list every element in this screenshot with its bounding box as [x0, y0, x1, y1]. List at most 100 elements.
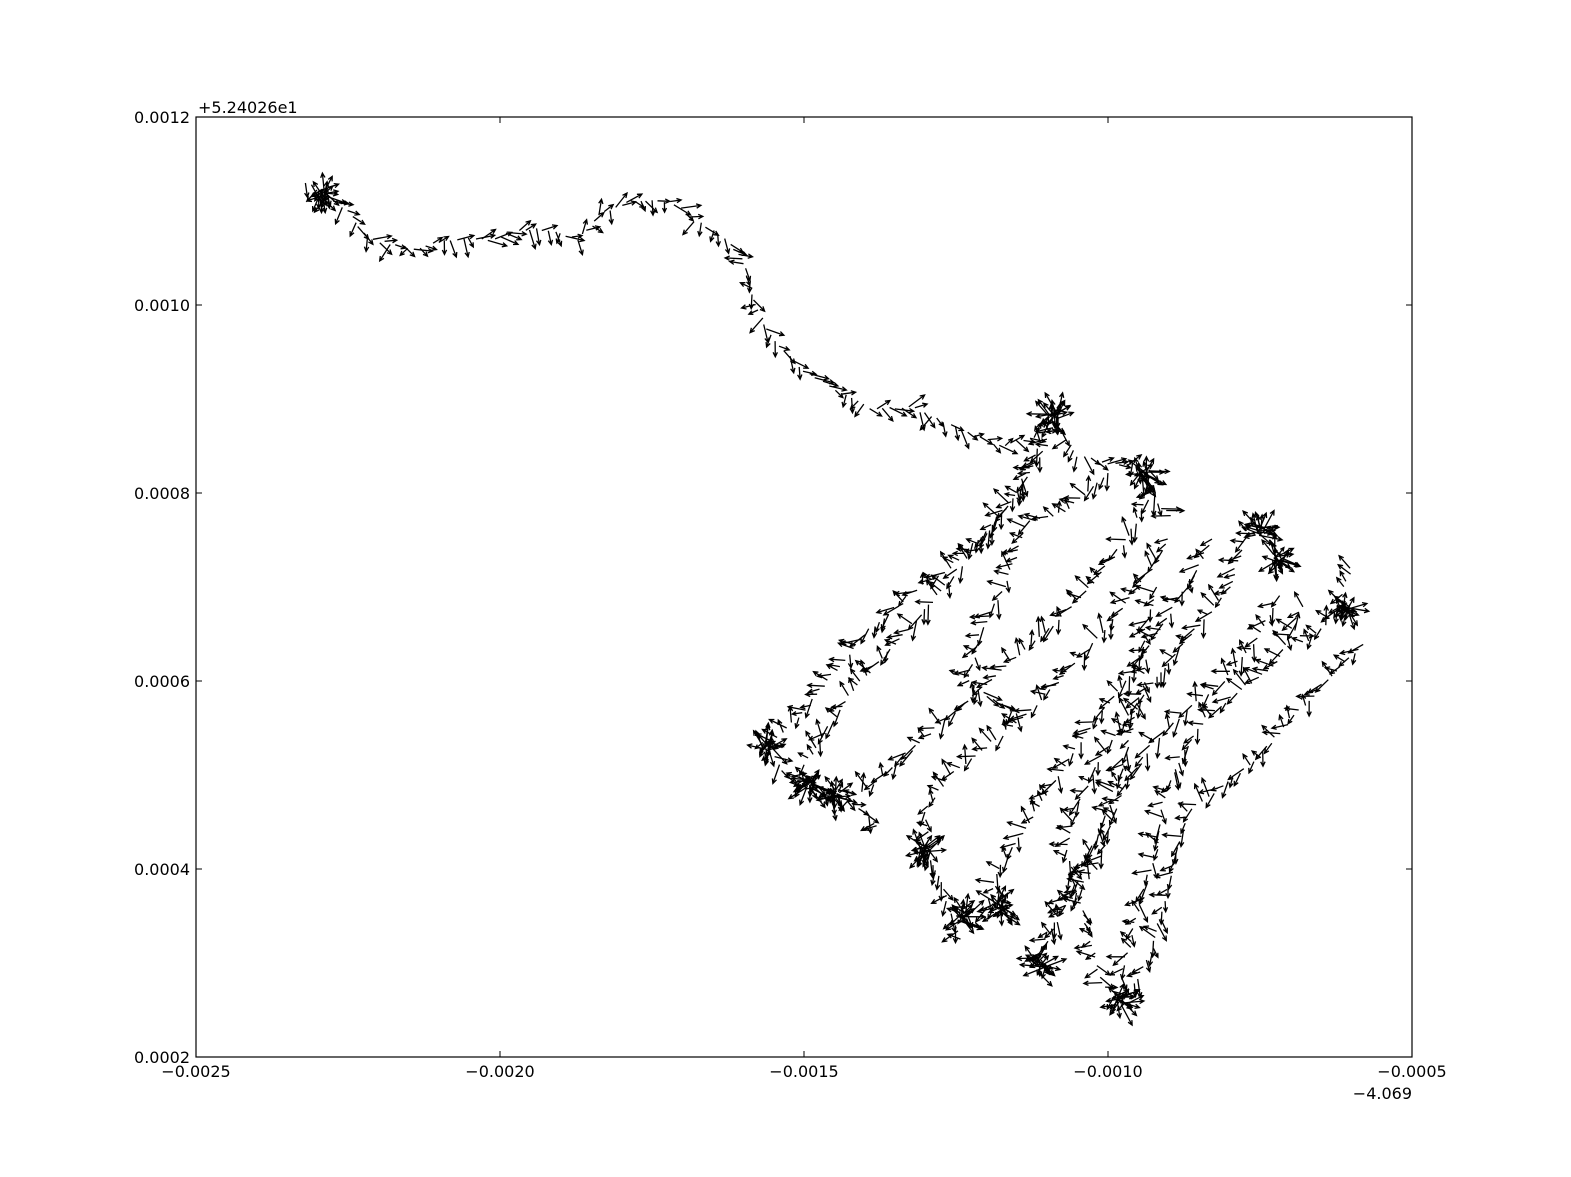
vector-arrow [1036, 952, 1048, 964]
vector-arrow [799, 704, 811, 710]
vector-arrow [1273, 561, 1279, 581]
vector-arrow [528, 229, 537, 251]
vector-arrow [787, 705, 794, 723]
vector-arrow [1114, 711, 1121, 731]
vector-arrow [681, 203, 703, 209]
vector-arrow [822, 380, 840, 388]
vector-arrow [1147, 801, 1163, 808]
vector-arrow [989, 524, 995, 546]
vector-arrow [1257, 602, 1275, 609]
vector-arrow [1164, 712, 1171, 729]
vector-arrow [650, 200, 656, 217]
vector-arrow [432, 236, 444, 244]
vector-arrow [661, 202, 668, 214]
vector-arrow [988, 603, 996, 619]
vector-arrow [1143, 634, 1151, 646]
vector-arrow [1016, 470, 1030, 476]
vector-arrow [1220, 586, 1231, 596]
vector-arrow [1022, 966, 1045, 977]
vector-arrow [1152, 830, 1160, 852]
vector-arrow [1106, 613, 1119, 622]
vector-arrow [1093, 565, 1106, 576]
vector-arrow [789, 355, 796, 375]
vector-arrow [1345, 607, 1359, 627]
vector-arrow [961, 646, 978, 659]
vector-arrow [1072, 456, 1078, 473]
vector-arrow [797, 752, 809, 759]
vector-arrow [541, 224, 559, 232]
vector-arrow [792, 778, 806, 788]
vector-arrow [1056, 411, 1075, 420]
vector-arrow [1150, 940, 1156, 959]
vector-arrow [1235, 530, 1256, 537]
vector-arrow [774, 755, 794, 763]
vector-arrow [978, 539, 984, 555]
y-tick-label: 0.0004 [134, 860, 190, 879]
vector-arrow [1037, 963, 1062, 972]
vector-arrow [312, 180, 325, 198]
vector-arrow [1040, 921, 1052, 935]
vector-arrow [1194, 611, 1213, 622]
vector-arrow [817, 725, 829, 745]
vector-arrow [1205, 793, 1215, 809]
vector-arrow [705, 226, 720, 236]
vector-arrow [1183, 735, 1194, 744]
vector-arrow [814, 377, 836, 385]
vector-arrow [954, 425, 961, 442]
vector-arrow [768, 735, 775, 748]
vector-arrow [1268, 539, 1277, 559]
vector-arrow [525, 223, 537, 231]
vector-arrow [1278, 713, 1285, 728]
vector-arrow [1121, 746, 1130, 765]
vector-arrow [1046, 766, 1064, 773]
vector-arrow [932, 771, 945, 787]
vector-arrow [1159, 649, 1174, 658]
vector-arrow [1013, 707, 1032, 714]
vector-arrow [972, 692, 978, 706]
vector-arrow [1034, 425, 1042, 444]
vector-arrow [640, 200, 647, 213]
vector-arrow [1128, 647, 1147, 654]
vector-arrow [1001, 713, 1017, 724]
vector-arrow [994, 873, 1001, 892]
vector-arrow [1065, 872, 1071, 892]
vector-arrow [1012, 472, 1027, 480]
vector-arrow [1257, 511, 1268, 533]
vector-arrow [996, 507, 1007, 519]
vector-arrow [880, 618, 886, 634]
vector-arrow [1130, 665, 1145, 675]
vector-arrow [1023, 454, 1036, 462]
vector-arrow [1134, 686, 1149, 695]
vector-arrow [992, 443, 1002, 454]
vector-arrow [960, 429, 970, 450]
vector-arrow [904, 849, 929, 858]
vector-arrow [449, 240, 458, 259]
vector-arrow [952, 925, 959, 945]
vector-arrow [1000, 892, 1009, 906]
y-tick-label: 0.0008 [134, 484, 190, 503]
vector-arrow [1129, 763, 1143, 781]
vector-arrow [987, 435, 1004, 442]
vector-arrow [777, 718, 784, 733]
vector-arrow [463, 238, 470, 259]
vector-arrow [764, 723, 771, 747]
vector-arrow [847, 654, 854, 670]
vector-arrow [806, 743, 814, 755]
vector-arrow [1006, 518, 1026, 528]
vector-arrow [320, 171, 326, 196]
vector-arrow [697, 222, 703, 238]
vector-arrow [970, 680, 988, 686]
vector-arrow [1172, 643, 1184, 653]
vector-arrow [1214, 597, 1222, 609]
vector-arrow [929, 851, 939, 863]
vector-arrow [1193, 782, 1203, 802]
vector-arrow [1099, 1003, 1117, 1010]
vector-arrow [1341, 607, 1348, 628]
vector-arrow [1335, 576, 1345, 588]
vector-arrow [1056, 825, 1071, 834]
vector-arrow [815, 718, 823, 738]
vector-arrow [1096, 461, 1109, 471]
vector-arrow [899, 750, 914, 767]
vector-arrow [1108, 968, 1124, 976]
